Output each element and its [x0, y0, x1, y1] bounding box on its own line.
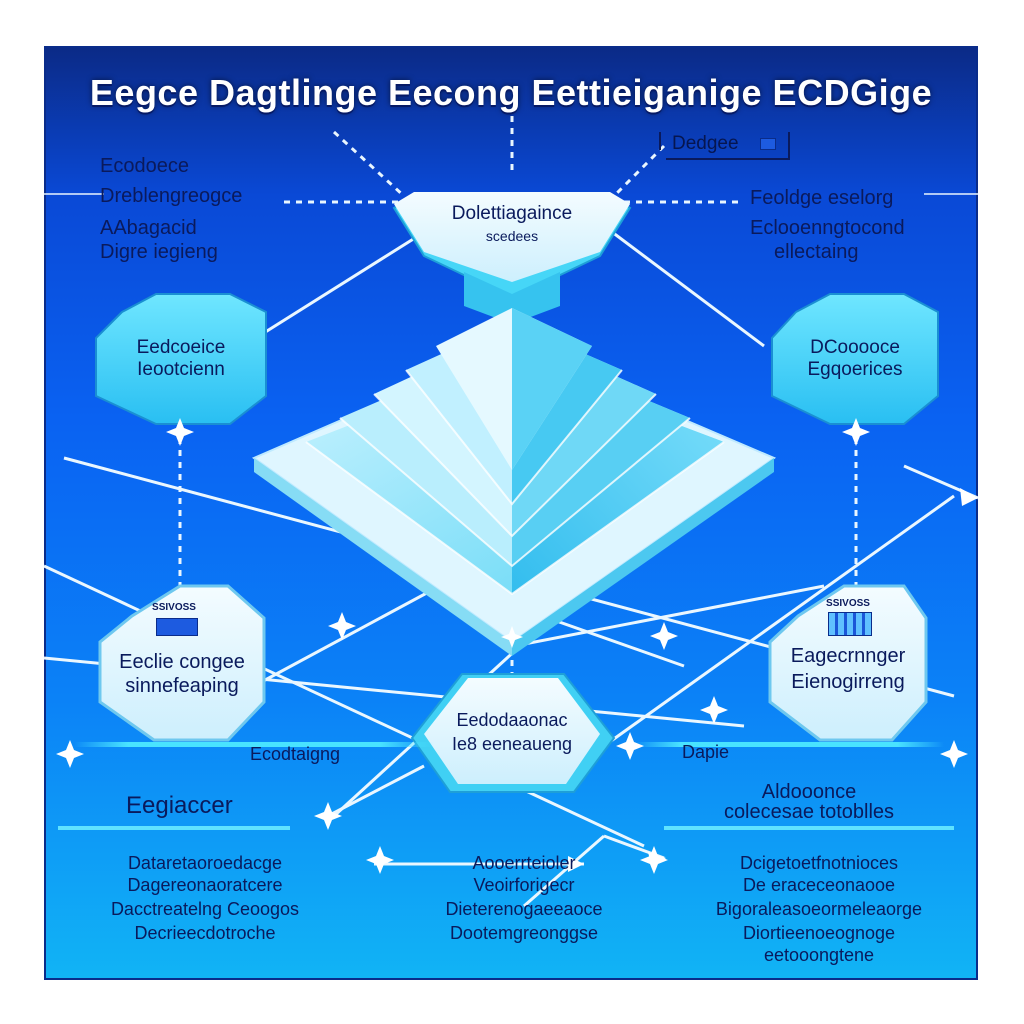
top-left-note-3: AAbagacid: [100, 217, 197, 239]
right-block-line-5: eetooongtene: [763, 945, 875, 965]
diagram-title: Eegce Dagtlinge Eecong Eettieiganige ECD…: [89, 72, 933, 113]
center-block-line-4: Dootemgreonggse: [449, 923, 599, 943]
leader-lines: [178, 116, 858, 676]
right-block-line-2: De eraceceonaooe: [742, 875, 896, 895]
right-block-line-4: Diortieenoeognoge: [742, 923, 896, 943]
left-hex-line-1: Eedcoeice: [136, 337, 226, 358]
top-tag-box: [666, 132, 790, 160]
bottom-node-line-1: Eedodaaonac: [456, 710, 568, 730]
arrow-heads: [568, 488, 978, 872]
right-heading-line-1: Aldooonce: [761, 781, 857, 803]
right-lower-hexagon: [768, 584, 928, 742]
center-block-line-3: Dieterenogaeeaoce: [445, 899, 603, 919]
left-block-line-1: Dataretaoroedacge: [127, 853, 283, 873]
right-heading-line-2: colecesae totoblles: [723, 801, 895, 823]
right-block-line-1: Dcigetoetfnotnioces: [739, 853, 899, 873]
right-lower-hex-panel: [828, 612, 872, 636]
left-hexagon: [95, 293, 267, 425]
top-left-note-1: Ecodoece: [100, 155, 189, 177]
left-bar: [74, 742, 434, 747]
top-tag-marker: [760, 138, 776, 150]
bottom-center-node: [410, 673, 616, 793]
left-lower-hex-line-1: Eeclie congee: [119, 651, 245, 673]
left-heading: Eegiaccer: [126, 792, 233, 819]
stepped-pyramid: [251, 308, 777, 656]
right-bar: [634, 742, 944, 747]
top-right-note-2: Eclooenngtocond: [750, 217, 905, 239]
top-right-note-3: ellectaing: [774, 241, 859, 263]
left-block-line-4: Decrieecdotroche: [134, 923, 276, 943]
left-block-line-3: Dacctreatelng Ceoogos: [110, 899, 300, 919]
left-lower-hex-badge: SSIVOSS: [152, 602, 196, 613]
right-hexagon: [771, 293, 939, 425]
sparkle-stars: [56, 418, 968, 874]
left-lower-hex-line-2: sinnefeaping: [125, 675, 239, 697]
right-lower-hex-line-1: Eagecrnnger: [790, 645, 906, 667]
bottom-node-line-2: Ie8 eeneaueng: [451, 734, 573, 754]
left-hex-line-2: Ieootcienn: [137, 359, 225, 380]
top-center-node: [392, 192, 632, 324]
right-block-line-3: Bigoraleasoeormeleaorge: [715, 899, 923, 919]
left-underline: [58, 826, 290, 830]
top-left-note-2: Dreblengreogce: [100, 185, 243, 207]
top-right-note-1: Feoldge eselorg: [750, 187, 894, 209]
right-hex-line-1: DCooooce: [810, 337, 900, 358]
left-bar-label: Ecodtaigng: [250, 744, 341, 764]
diagram-graphics: [44, 116, 978, 908]
left-lower-hex-panel: [156, 618, 198, 636]
left-block-line-2: Dagereonaoratcere: [127, 875, 283, 895]
diagram-frame: Eegce Dagtlinge Eecong Eettieiganige ECD…: [44, 46, 978, 980]
center-block-line-1: Aooerrteioler: [472, 853, 576, 873]
right-underline: [664, 826, 954, 830]
right-lower-hex-badge: SSIVOSS: [826, 598, 870, 609]
right-bar-label: Dapie: [682, 742, 730, 762]
top-node-title: Dolettiagaince: [451, 203, 573, 224]
center-block-line-2: Veoirforigecr: [473, 875, 575, 895]
top-node-subtitle: scedees: [485, 228, 539, 244]
top-left-note-4: Digre iegieng: [100, 241, 218, 263]
right-lower-hex-line-2: Eienogirreng: [791, 671, 905, 693]
right-hex-line-2: Egqoerices: [807, 359, 903, 380]
left-lower-hexagon: [98, 584, 266, 742]
top-tag: Dedgee: [672, 133, 739, 154]
